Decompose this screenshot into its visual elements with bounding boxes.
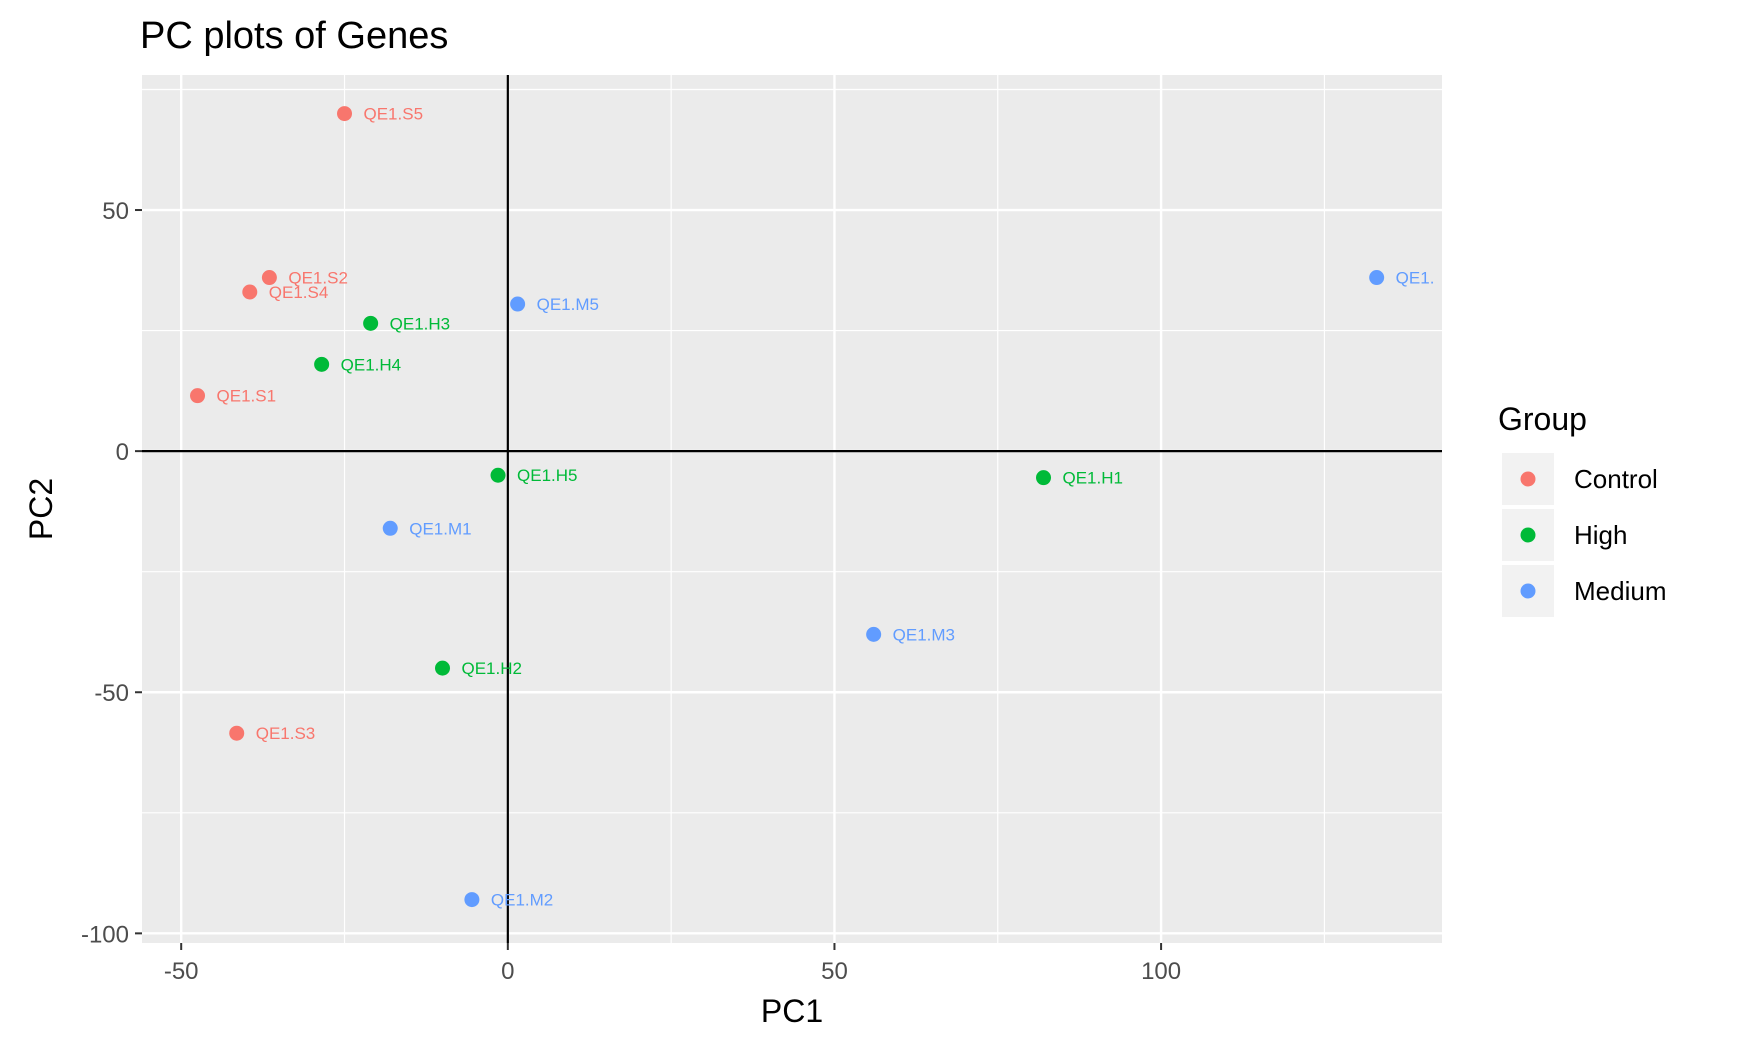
data-points bbox=[190, 106, 1385, 908]
data-point-label: QE1.H5 bbox=[517, 466, 577, 485]
y-tick-label: -50 bbox=[94, 680, 129, 707]
legend-label: High bbox=[1574, 520, 1627, 550]
data-point-medium bbox=[464, 892, 480, 908]
y-axis-title: PC2 bbox=[23, 478, 59, 540]
data-point-high bbox=[490, 467, 506, 483]
data-point-label: QE1.M2 bbox=[491, 891, 553, 910]
chart-title: PC plots of Genes bbox=[140, 15, 448, 57]
data-point-label: QE1.M1 bbox=[409, 519, 471, 538]
legend: Group Control High Medium bbox=[1498, 401, 1666, 617]
data-point-control bbox=[261, 270, 277, 286]
y-tick-label: -100 bbox=[81, 921, 129, 948]
data-point-medium bbox=[510, 296, 526, 312]
legend-label: Control bbox=[1574, 464, 1658, 494]
legend-swatch-medium bbox=[1520, 583, 1536, 599]
plot-panel bbox=[142, 75, 1442, 943]
data-point-control bbox=[242, 284, 258, 300]
x-tick-label: 50 bbox=[821, 958, 848, 985]
legend-swatch-high bbox=[1520, 527, 1536, 543]
legend-swatch-control bbox=[1520, 471, 1536, 487]
data-point-label: QE1. bbox=[1396, 269, 1435, 288]
data-point-label: QE1.S1 bbox=[217, 387, 277, 406]
x-tick-label: 0 bbox=[501, 958, 514, 985]
data-point-control bbox=[190, 388, 206, 404]
legend-title: Group bbox=[1498, 401, 1587, 437]
data-point-high bbox=[1036, 470, 1052, 486]
x-axis-title: PC1 bbox=[761, 993, 823, 1029]
y-tick-label: 50 bbox=[102, 198, 129, 225]
data-point-label: QE1.S4 bbox=[269, 283, 329, 302]
reference-lines bbox=[142, 75, 1442, 943]
y-tick-label: 0 bbox=[116, 439, 129, 466]
data-point-label: QE1.M5 bbox=[537, 295, 599, 314]
data-point-label: QE1.H4 bbox=[341, 355, 401, 374]
y-axis: -100 -50 0 50 bbox=[81, 198, 142, 948]
data-point-control bbox=[229, 725, 245, 741]
data-point-medium bbox=[866, 626, 882, 642]
data-point-label: QE1.M3 bbox=[893, 625, 955, 644]
data-point-label: QE1.S3 bbox=[256, 724, 316, 743]
data-point-label: QE1.H3 bbox=[390, 314, 450, 333]
data-point-control bbox=[337, 106, 353, 122]
x-axis: -50 0 50 100 bbox=[164, 943, 1181, 985]
data-point-medium bbox=[382, 520, 398, 536]
data-point-label: QE1.S5 bbox=[364, 105, 424, 124]
x-tick-label: 100 bbox=[1141, 958, 1181, 985]
legend-label: Medium bbox=[1574, 576, 1666, 606]
data-point-label: QE1.S2 bbox=[288, 269, 348, 288]
data-point-label: QE1.H1 bbox=[1063, 469, 1123, 488]
x-tick-label: -50 bbox=[164, 958, 199, 985]
data-point-medium bbox=[1369, 270, 1385, 286]
data-point-high bbox=[435, 660, 451, 676]
data-point-label: QE1.H2 bbox=[462, 659, 522, 678]
data-point-high bbox=[314, 356, 330, 372]
data-point-high bbox=[363, 315, 379, 331]
minor-gridlines bbox=[142, 75, 1442, 943]
